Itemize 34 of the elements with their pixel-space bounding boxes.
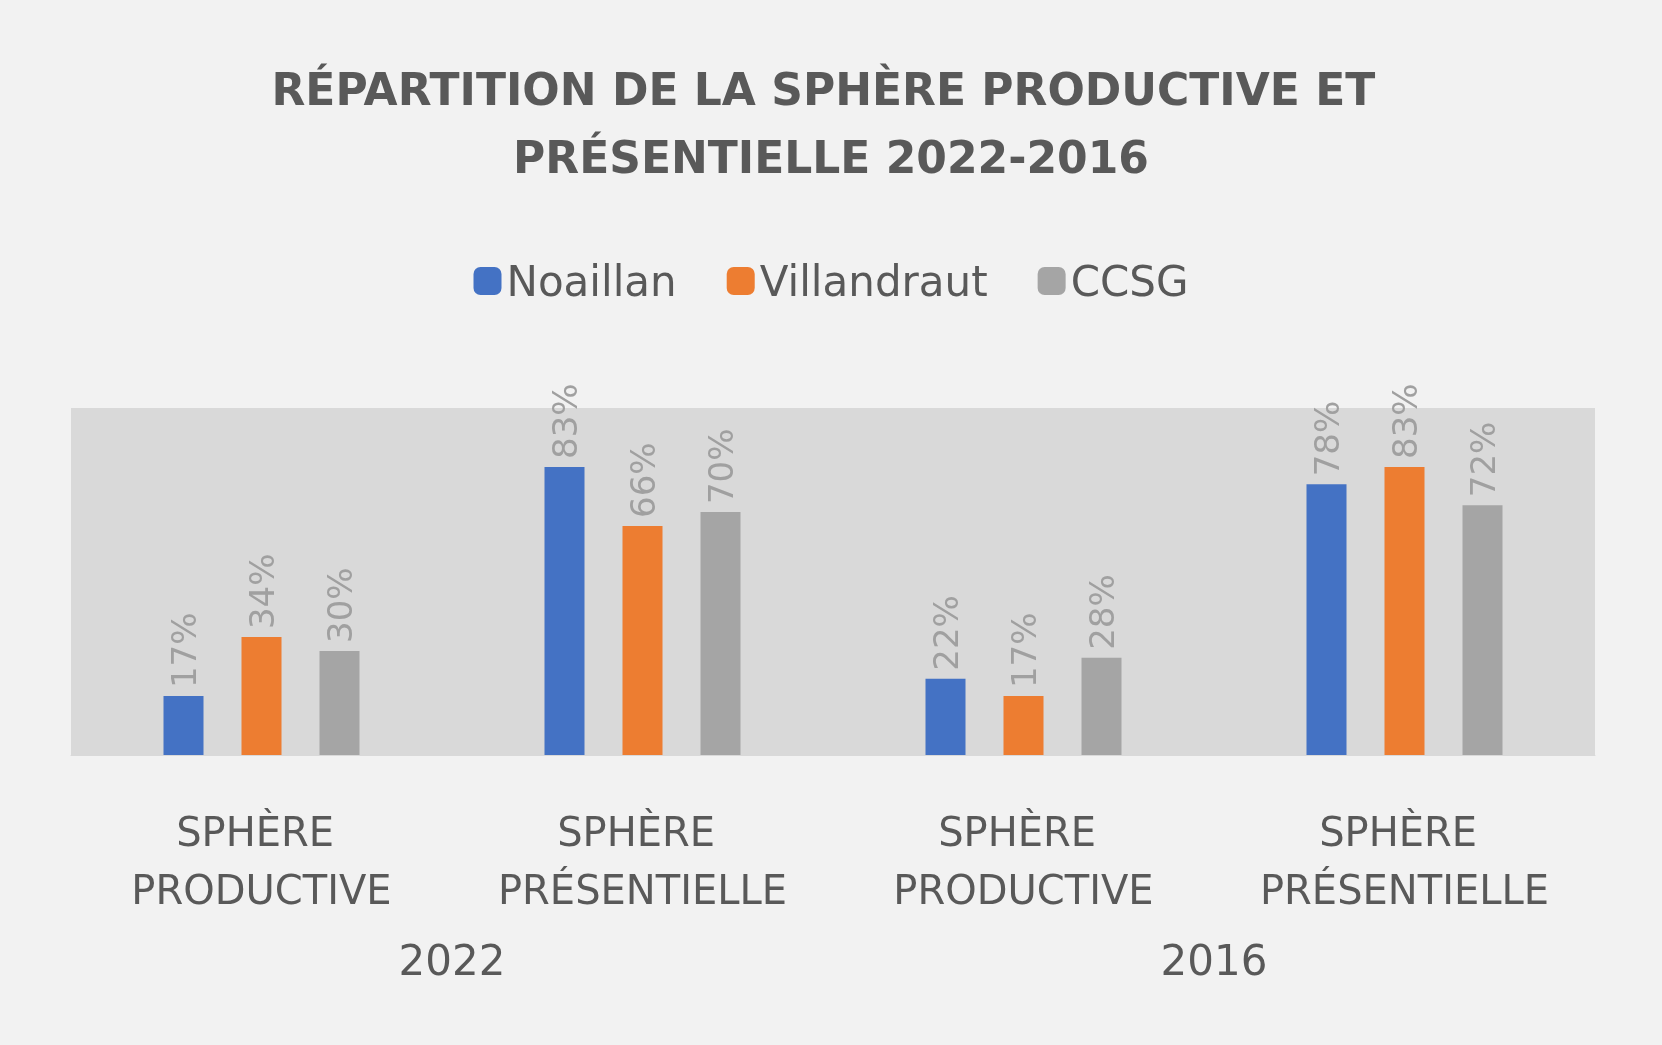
chart-title: RÉPARTITION DE LA SPHÈRE PRODUCTIVE ET PRÉSENTIELLE 2022-2016: [271, 62, 1391, 183]
data-label: 34%: [241, 553, 282, 630]
x-tick-label: SPHÈRE PRODUCTIVE: [893, 808, 1154, 913]
x-tick-label: SPHÈRE PRODUCTIVE: [131, 808, 392, 913]
bar: [1003, 696, 1044, 755]
data-label: 30%: [319, 567, 360, 643]
data-label: 70%: [700, 428, 741, 505]
bar: [622, 525, 663, 755]
bar: [1384, 466, 1425, 755]
data-label: 72%: [1462, 421, 1503, 498]
bar: [163, 696, 204, 755]
data-label: 17%: [163, 612, 204, 689]
bar: [925, 678, 966, 755]
bar: [241, 637, 282, 755]
bar: [1081, 657, 1122, 755]
legend-label: Villandraut: [759, 256, 988, 306]
data-label: 83%: [1384, 383, 1425, 459]
bar: [544, 466, 585, 755]
text: 2016: [1160, 935, 1268, 985]
text: 2022: [398, 935, 506, 985]
data-label: 78%: [1306, 400, 1347, 477]
bar: [700, 512, 741, 755]
data-label: 22%: [925, 595, 966, 671]
bar: [319, 650, 360, 755]
legend-label: Noaillan: [506, 256, 677, 306]
x-tick-label: SPHÈRE PRÉSENTIELLE: [1259, 808, 1550, 913]
legend-label: CCSG: [1070, 256, 1189, 306]
bar: [1306, 484, 1347, 755]
x-tick-label: SPHÈRE PRÉSENTIELLE: [497, 808, 788, 913]
data-label: 83%: [544, 383, 585, 459]
data-label: 28%: [1081, 574, 1122, 650]
bar: [1462, 505, 1503, 755]
data-label: 66%: [622, 442, 663, 518]
data-label: 17%: [1003, 612, 1044, 689]
